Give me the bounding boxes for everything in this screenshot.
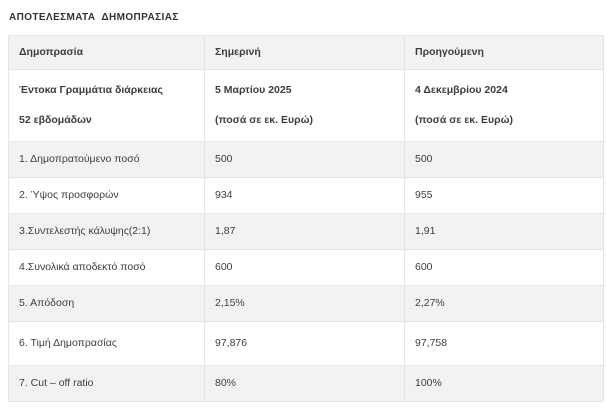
table-row-bids-amount: 2. Ύψος προσφορών 934 955 [8,177,604,214]
row-current-value: 600 [204,249,405,286]
table-subheader-row: Έντοκα Γραμμάτια διάρκειας 52 εβδομάδων … [8,69,604,142]
column-header-previous: Προηγούμενη [404,35,604,70]
current-auction-date: 5 Μαρτίου 2025 [215,84,292,96]
row-previous-value: 955 [404,177,604,214]
current-units-note: (ποσά σε εκ. Ευρώ) [215,114,313,126]
row-label: 7. Cut – off ratio [8,365,205,402]
row-current-value: 934 [204,177,405,214]
table-row-accepted-amount: 4.Συνολικά αποδεκτό ποσό 600 600 [8,249,604,286]
instrument-cell: Έντοκα Γραμμάτια διάρκειας 52 εβδομάδων [8,69,205,142]
row-label: 4.Συνολικά αποδεκτό ποσό [8,249,205,286]
row-label: 6. Τιμή Δημοπρασίας [8,321,205,366]
row-previous-value: 100% [404,365,604,402]
row-label: 2. Ύψος προσφορών [8,177,205,214]
instrument-name: Έντοκα Γραμμάτια διάρκειας [19,84,163,96]
row-previous-value: 97,758 [404,321,604,366]
previous-auction-date: 4 Δεκεμβρίου 2024 [415,84,508,96]
row-label: 1. Δημοπρατούμενο ποσό [8,141,205,178]
row-previous-value: 1,91 [404,213,604,250]
row-current-value: 500 [204,141,405,178]
row-previous-value: 2,27% [404,285,604,322]
table-row-coverage-ratio: 3.Συντελεστής κάλυψης(2:1) 1,87 1,91 [8,213,604,250]
row-previous-value: 500 [404,141,604,178]
table-row-auction-price: 6. Τιμή Δημοπρασίας 97,876 97,758 [8,321,604,366]
previous-auction-date-cell: 4 Δεκεμβρίου 2024 (ποσά σε εκ. Ευρώ) [404,69,604,142]
instrument-duration: 52 εβδομάδων [19,114,92,126]
table-row-auctioned-amount: 1. Δημοπρατούμενο ποσό 500 500 [8,141,604,178]
column-header-current: Σημερινή [204,35,405,70]
previous-units-note: (ποσά σε εκ. Ευρώ) [415,114,513,126]
table-row-cutoff-ratio: 7. Cut – off ratio 80% 100% [8,365,604,402]
row-previous-value: 600 [404,249,604,286]
row-current-value: 97,876 [204,321,405,366]
row-current-value: 2,15% [204,285,405,322]
current-auction-date-cell: 5 Μαρτίου 2025 (ποσά σε εκ. Ευρώ) [204,69,405,142]
row-current-value: 1,87 [204,213,405,250]
page-title: ΑΠΟΤΕΛΕΣΜΑΤΑ ΔΗΜΟΠΡΑΣΙΑΣ [9,12,179,23]
row-label: 3.Συντελεστής κάλυψης(2:1) [8,213,205,250]
auction-results-table: Δημοπρασία Σημερινή Προηγούμενη Έντοκα Γ… [8,35,604,402]
row-current-value: 80% [204,365,405,402]
table-header-row: Δημοπρασία Σημερινή Προηγούμενη [8,35,604,70]
row-label: 5. Απόδοση [8,285,205,322]
column-header-auction: Δημοπρασία [8,35,205,70]
table-row-yield: 5. Απόδοση 2,15% 2,27% [8,285,604,322]
